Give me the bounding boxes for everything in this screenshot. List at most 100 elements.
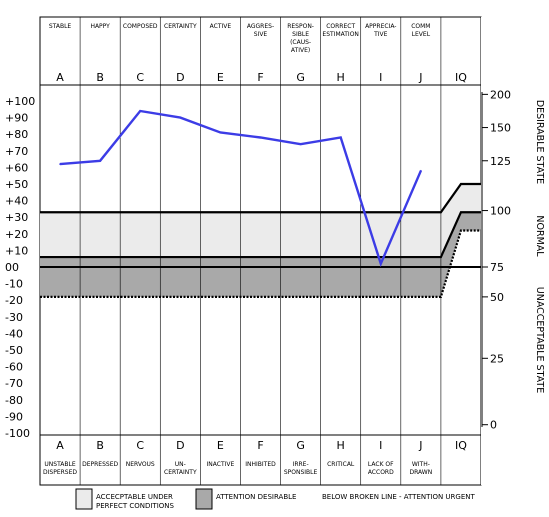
top-trait-label: ATIVE) <box>291 47 310 54</box>
bottom-trait-label: LACK OF <box>368 461 394 468</box>
top-letter-c: C <box>136 71 144 84</box>
bottom-letter-c: C <box>136 439 144 452</box>
y-tick-label: -60 <box>5 361 23 374</box>
bottom-trait-label: INACTIVE <box>207 461 235 468</box>
bottom-letter-i: I <box>379 439 382 452</box>
y-tick-label: +60 <box>5 161 28 174</box>
top-letter-i: I <box>379 71 382 84</box>
chart-bands <box>40 184 481 297</box>
legend-text: BELOW BROKEN LINE - ATTENTION URGENT <box>322 493 475 501</box>
chart-grid <box>40 17 481 485</box>
y-tick-label: +50 <box>5 178 28 191</box>
bottom-letter-e: E <box>217 439 224 452</box>
top-letter-iq: IQ <box>455 71 467 84</box>
side-label: NORMAL <box>534 215 545 257</box>
top-letter-j: J <box>418 71 422 84</box>
bottom-letter-a: A <box>56 439 64 452</box>
series-point <box>99 159 101 162</box>
y-tick-label: +10 <box>5 244 28 257</box>
series-layer <box>59 109 423 268</box>
line-normal-upper <box>40 182 481 214</box>
right-tick-label: 50 <box>490 291 504 304</box>
top-letter-h: H <box>337 71 345 84</box>
series-point <box>339 136 342 139</box>
legend-text: ACCECPTABLE UNDER <box>96 493 173 501</box>
right-panel <box>481 17 548 485</box>
y-tick-label: -50 <box>5 344 23 357</box>
series-point <box>179 116 182 119</box>
right-tick-label: 75 <box>490 261 504 274</box>
right-tick-label: 0 <box>490 419 497 432</box>
top-trait-label: CORRECT <box>326 23 355 30</box>
y-tick-label: +20 <box>5 228 28 241</box>
y-tick-label: -10 <box>5 278 23 291</box>
y-tick-label: -30 <box>5 311 23 324</box>
series-point <box>59 163 61 165</box>
bottom-letter-iq: IQ <box>455 439 467 452</box>
right-tick-label: 200 <box>490 88 511 101</box>
y-tick-label: +100 <box>5 95 35 108</box>
series-point <box>299 143 302 145</box>
bottom-letter-g: G <box>296 439 305 452</box>
y-tick-label: +70 <box>5 145 28 158</box>
bottom-letter-d: D <box>176 439 184 452</box>
top-letter-a: A <box>56 71 64 84</box>
bottom-trait-label: WITH- <box>412 461 430 468</box>
series-point <box>139 110 142 112</box>
y-tick-label: +80 <box>5 128 28 141</box>
bottom-trait-label: NERVOUS <box>126 461 155 468</box>
legend-swatch-attention <box>195 488 213 510</box>
y-tick-label: +30 <box>5 211 28 224</box>
right-tick-label: 150 <box>490 122 511 135</box>
broken-line <box>40 229 481 298</box>
top-trait-label: COMM <box>411 23 430 30</box>
top-trait-label: CERTAINTY <box>164 23 197 30</box>
top-letter-g: G <box>296 71 305 84</box>
top-trait-label: LEVEL <box>412 31 431 38</box>
top-trait-label: APPRECIA- <box>365 23 396 30</box>
band-attention <box>40 212 481 297</box>
top-letter-d: D <box>176 71 184 84</box>
header-labels: A B C D E F G H I J IQ STABLE HAPPY COMPOSED CERTAINTY… <box>49 23 467 84</box>
y-tick-label: -40 <box>5 327 23 340</box>
top-trait-label: SIVE <box>254 31 268 38</box>
bottom-trait-label: UN- <box>175 461 186 468</box>
side-label: UNACCEPTABLE STATE <box>534 287 545 393</box>
series-point <box>219 131 222 134</box>
top-letter-e: E <box>217 71 224 84</box>
top-trait-label: TIVE <box>373 31 388 38</box>
bottom-trait-label: SPONSIBLE <box>284 469 318 476</box>
top-trait-label: (CAUS- <box>290 39 311 46</box>
series-point <box>420 169 422 172</box>
y-tick-label: -70 <box>5 377 23 390</box>
y-tick-label: -80 <box>5 394 23 407</box>
series-line <box>59 109 423 268</box>
bottom-trait-label: INHIBITED <box>245 461 276 468</box>
y-tick-label: +40 <box>5 195 28 208</box>
y-tick-label: +90 <box>5 112 28 125</box>
bottom-letter-j: J <box>418 439 422 452</box>
y-axis: +100 +90 +80 +70 +60 +50 +40 +30 +20 +10 00 -10 -20 -… <box>5 95 35 440</box>
bottom-trait-label: DISPERSED <box>43 469 77 476</box>
top-trait-label: RESPON- <box>287 23 314 30</box>
bottom-trait-label: CRITICAL <box>327 461 355 468</box>
side-label: DESIRABLE STATE <box>534 100 545 184</box>
y-tick-label: -90 <box>5 410 23 423</box>
top-trait-label: STABLE <box>49 23 72 30</box>
top-trait-label: AGGRES- <box>247 23 274 30</box>
band-acceptable <box>40 184 481 258</box>
legend-text: PERFECT CONDITIONS <box>96 502 175 510</box>
legend-swatch-acceptable <box>75 488 93 510</box>
right-axis: 200 150 125 100 75 50 25 0 DESIRABLE STATE NORMAL… <box>481 88 545 432</box>
top-trait-label: ACTIVE <box>210 23 232 30</box>
legend-text: ATTENTION DESIRABLE <box>216 493 296 501</box>
right-tick-label: 125 <box>490 155 511 168</box>
bottom-trait-label: DRAWN <box>409 469 432 476</box>
bottom-trait-label: DEPRESSED <box>82 461 118 468</box>
line-normal-lower <box>40 211 481 259</box>
y-tick-label: -100 <box>5 427 30 440</box>
top-trait-label: ESTIMATION <box>322 31 359 38</box>
bottom-trait-label: ACCORD <box>368 469 394 476</box>
